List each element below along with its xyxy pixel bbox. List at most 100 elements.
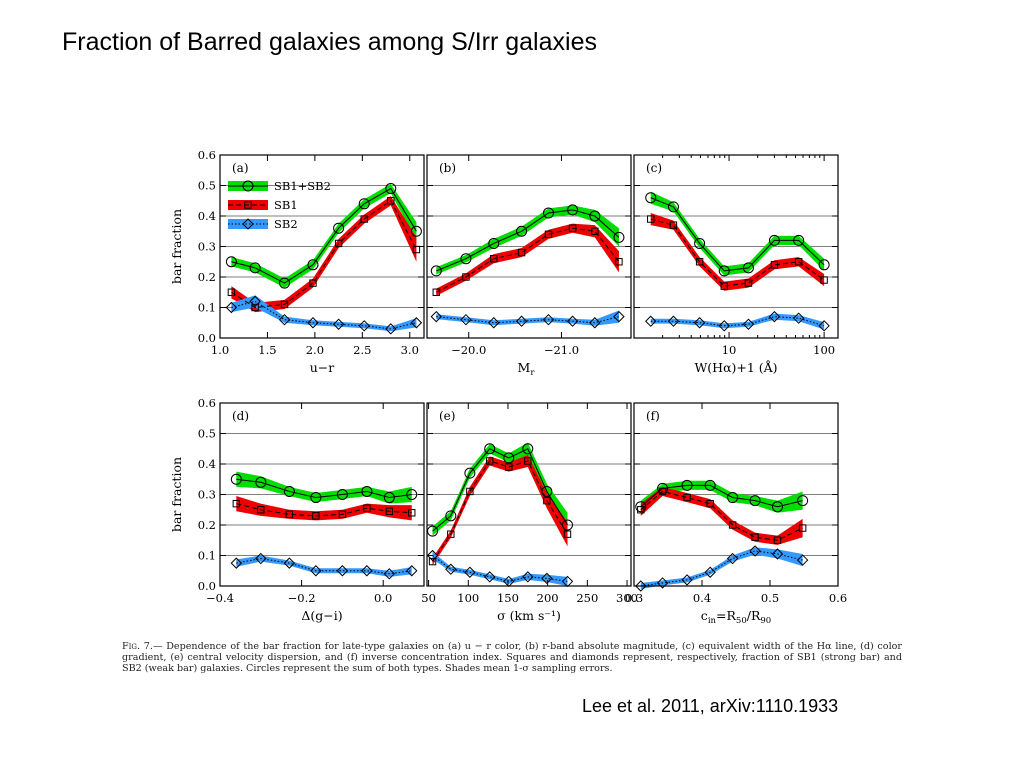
circle-marker bbox=[645, 192, 657, 204]
diamond-marker bbox=[336, 565, 349, 577]
y-tick-label: 0.2 bbox=[198, 518, 216, 532]
x-tick-label: 250 bbox=[576, 591, 598, 605]
square-marker bbox=[647, 215, 655, 223]
citation: Lee et al. 2011, arXiv:1110.1933 bbox=[582, 696, 839, 716]
x-axis-label: cin=R50/R90 bbox=[701, 608, 771, 626]
diamond-marker bbox=[771, 548, 784, 560]
diamond-marker bbox=[332, 318, 345, 330]
diamond-marker bbox=[278, 313, 291, 326]
y-axis-label: bar fraction bbox=[169, 457, 184, 532]
x-tick-label: 1.5 bbox=[258, 343, 276, 357]
circle-marker bbox=[694, 237, 706, 249]
square-marker bbox=[505, 463, 513, 471]
x-tick-label: 3.0 bbox=[401, 343, 419, 357]
series-line-sb2 bbox=[236, 558, 412, 575]
caption-fig-label: Fig. 7. bbox=[122, 641, 153, 652]
diamond-marker bbox=[792, 312, 805, 324]
y-tick-label: 0.0 bbox=[198, 331, 216, 345]
error-band-sb2 bbox=[640, 547, 803, 590]
diamond-marker bbox=[464, 566, 476, 578]
square-marker bbox=[285, 510, 294, 519]
panel-label: (d) bbox=[232, 409, 249, 423]
diamond-marker bbox=[522, 571, 534, 583]
y-tick-label: 0.1 bbox=[198, 301, 216, 315]
circle-marker bbox=[460, 253, 472, 265]
y-tick-label: 0.3 bbox=[198, 488, 216, 502]
y-tick-label: 0.3 bbox=[198, 240, 216, 254]
error-band-sb1 bbox=[640, 486, 803, 545]
diamond-marker bbox=[410, 317, 423, 329]
panel-f: 0.3 0.4 0.5 0.6 (f) cin=R50/R90 bbox=[625, 402, 847, 626]
circle-marker bbox=[635, 501, 647, 513]
square-marker bbox=[524, 457, 532, 465]
circle-marker bbox=[589, 210, 601, 222]
circle-marker bbox=[718, 265, 730, 277]
circle-marker bbox=[488, 237, 500, 249]
error-band-sb2 bbox=[436, 310, 619, 326]
circle-marker bbox=[667, 201, 679, 213]
square-marker bbox=[591, 227, 599, 235]
x-axis-label: Mr bbox=[518, 360, 536, 378]
diamond-marker bbox=[361, 565, 373, 577]
circle-marker bbox=[657, 482, 669, 494]
x-axis-label: σ (km s⁻¹) bbox=[497, 608, 561, 623]
square-marker bbox=[770, 261, 779, 269]
circle-marker bbox=[279, 277, 291, 289]
circle-marker bbox=[361, 485, 373, 497]
x-tick-label: −21.0 bbox=[544, 343, 579, 357]
square-marker bbox=[338, 510, 347, 519]
circle-marker bbox=[818, 259, 830, 271]
diamond-marker bbox=[726, 552, 739, 565]
diamond-marker bbox=[225, 301, 238, 314]
x-tick-label: 0.3 bbox=[625, 591, 643, 605]
square-marker bbox=[490, 255, 498, 263]
y-tick-label: 0.0 bbox=[198, 579, 216, 593]
square-marker bbox=[280, 300, 289, 309]
bar-fraction-figure: 0.0 0.1 0.2 0.3 0.4 0.5 0.6 1.0 1.5 2.0 2.5 3.0 (a) u… bbox=[169, 148, 847, 626]
square-marker bbox=[669, 221, 678, 229]
square-marker bbox=[568, 224, 577, 232]
y-tick-label: 0.4 bbox=[198, 209, 216, 223]
diamond-marker bbox=[818, 320, 830, 332]
square-marker bbox=[773, 536, 782, 544]
circle-marker bbox=[749, 495, 761, 507]
diamond-marker bbox=[385, 323, 397, 335]
error-band-sb1 bbox=[650, 212, 825, 291]
circle-marker bbox=[230, 473, 242, 485]
square-marker bbox=[363, 504, 371, 512]
x-tick-label: 1.0 bbox=[211, 343, 229, 357]
panel-a: 0.0 0.1 0.2 0.3 0.4 0.5 0.6 1.0 1.5 2.0 2.5 3.0 (a) u… bbox=[169, 148, 425, 375]
square-marker bbox=[543, 496, 551, 505]
series-line-sb1 bbox=[640, 490, 803, 541]
x-tick-label: 2.0 bbox=[306, 343, 324, 357]
square-marker bbox=[387, 197, 395, 205]
y-tick-label: 0.2 bbox=[198, 270, 216, 284]
x-tick-label: 0.4 bbox=[693, 591, 711, 605]
diamond-marker bbox=[515, 315, 528, 327]
x-tick-label: −20.0 bbox=[451, 343, 486, 357]
square-marker bbox=[432, 288, 440, 296]
diamond-marker bbox=[358, 320, 370, 332]
legend-label: SB2 bbox=[274, 217, 298, 231]
error-band-sb2 bbox=[432, 551, 568, 586]
x-tick-label: 0.6 bbox=[829, 591, 847, 605]
circle-marker bbox=[358, 198, 370, 210]
square-marker bbox=[428, 557, 437, 566]
square-marker bbox=[637, 506, 645, 514]
square-marker bbox=[728, 521, 737, 529]
diamond-marker bbox=[406, 565, 418, 577]
diamond-marker bbox=[383, 568, 396, 580]
slide-title: Fraction of Barred galaxies among S/Irr … bbox=[62, 28, 597, 56]
square-marker bbox=[257, 506, 265, 514]
diamond-marker bbox=[249, 295, 261, 308]
diamond-marker bbox=[718, 320, 730, 332]
error-band-sum bbox=[236, 471, 412, 504]
diamond-marker bbox=[484, 571, 496, 583]
square-marker bbox=[360, 215, 368, 223]
diamond-marker bbox=[635, 580, 647, 592]
error-band-sb1 bbox=[231, 196, 417, 313]
y-tick-label: 0.5 bbox=[198, 179, 216, 193]
circle-marker bbox=[445, 510, 457, 522]
square-marker bbox=[658, 487, 667, 496]
x-tick-label: 200 bbox=[537, 591, 559, 605]
